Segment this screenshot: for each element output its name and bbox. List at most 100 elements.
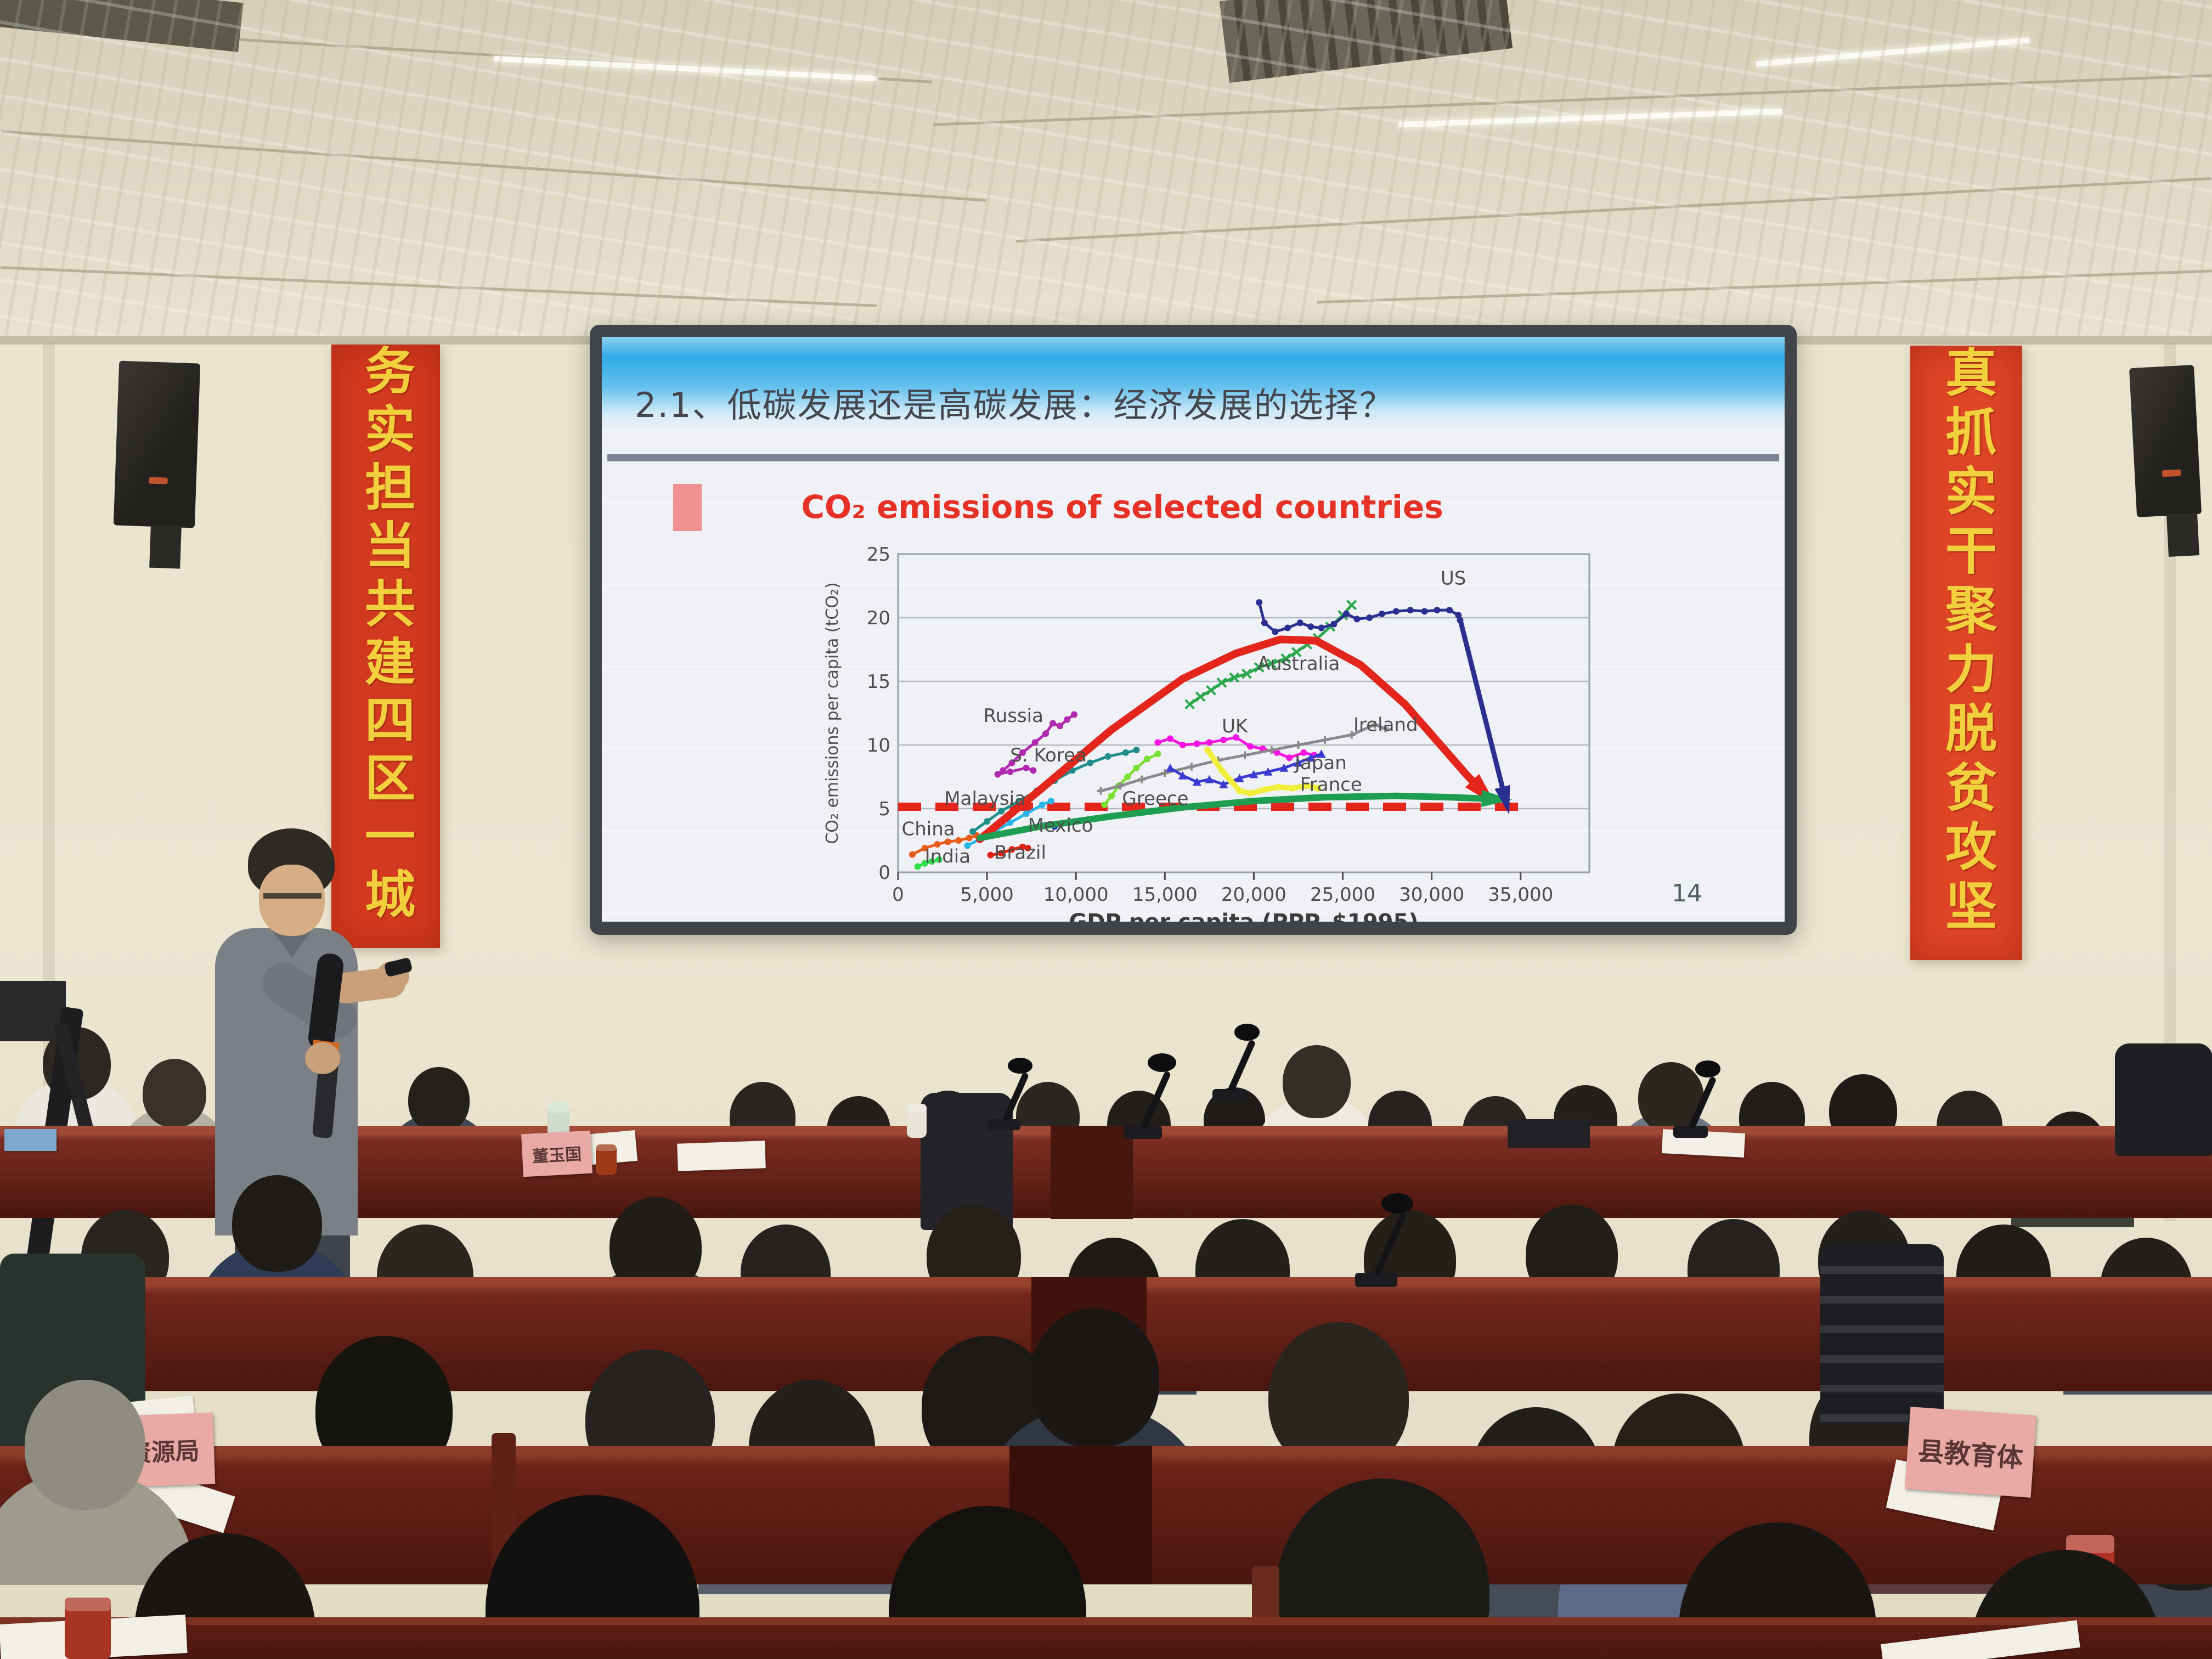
marker-dot [1108,792,1115,799]
marker-dot [1246,790,1254,797]
marker-dot [1023,810,1030,817]
marker-x [1280,653,1291,664]
marker-dot [1286,754,1293,761]
air-vent [0,0,244,52]
marker-dot [1154,751,1161,758]
projection-screen: 2.1、低碳发展还是高碳发展：经济发展的选择？ CO₂ emissions of… [590,325,1797,935]
x-axis-label: GDP per capita (PPP, $1995) [1069,910,1418,922]
marker-dot [969,828,977,835]
marker-triangle [1219,780,1228,788]
speaker-logo [149,477,168,484]
marker-dot [934,840,941,848]
banner-right: 真抓实干聚力脱贫攻坚 [1910,346,2022,960]
marker-dot [1330,620,1338,628]
y-tick-label: 20 [867,607,890,629]
chair-back [2115,1043,2212,1156]
marker-dot [1220,736,1227,743]
marker-dot [1030,767,1037,774]
x-tick-label: 5,000 [960,884,1013,906]
marker-dot [984,818,991,825]
marker-dot [1304,782,1311,789]
marker-dot [1024,844,1031,851]
marker-dot [1407,607,1414,614]
y-tick-label: 25 [867,544,890,566]
marker-dot [1042,730,1049,737]
marker-dot [1122,749,1129,756]
marker-dot [1167,735,1174,742]
ceiling [0,0,2212,351]
country-label: India [925,846,970,868]
mic-foam-head [1008,1057,1032,1074]
marker-dot [1307,623,1314,630]
speaker-bracket [149,524,182,569]
speaker-box-left [113,360,201,569]
presenter-face [259,865,325,936]
marker-dot [928,858,935,865]
marker-dot [1000,767,1007,774]
marker-dot [944,838,951,845]
mic-base [1355,1273,1397,1288]
country-label: Ireland [1353,714,1418,736]
marker-dot [1378,611,1385,618]
marker-dot [1133,747,1140,754]
audience-member [0,1380,194,1585]
audience-head [142,1059,206,1127]
marker-dot [1124,774,1131,780]
marker-dot [1261,619,1268,627]
chart-title: CO₂ emissions of selected countries [801,488,1443,526]
marker-dot [1047,798,1054,805]
audience-head [1029,1308,1159,1448]
y-tick-label: 5 [878,798,890,820]
mic-base [1673,1126,1708,1138]
slide-title: 2.1、低碳发展还是高碳发展：经济发展的选择？ [635,385,1395,425]
mic-base [1212,1089,1247,1101]
ceiling-grid-line [1317,269,2212,304]
paper-sheet [677,1141,766,1171]
marker-triangle [1235,774,1244,782]
ceiling-light [1399,108,1783,128]
slide: 2.1、低碳发展还是高碳发展：经济发展的选择？ CO₂ emissions of… [602,337,1785,922]
marker-triangle [1317,749,1326,758]
marker-dot [1206,739,1213,746]
y-tick-label: 15 [867,671,890,693]
marker-dot [1057,723,1064,730]
nameplate-card: 董玉国 [521,1130,592,1177]
audience-head [1282,1045,1351,1119]
marker-dot [955,837,962,844]
marker-x [1206,685,1217,696]
banner-right-text: 真抓实干聚力脱贫攻坚 [1937,346,1996,938]
country-label: Mexico [1028,815,1093,837]
marker-dot [1039,802,1046,809]
marker-x [1195,691,1206,702]
country-label: Malaysia [944,788,1026,810]
mic-foam-head [1148,1053,1176,1072]
country-label: Greece [1122,788,1189,810]
marker-dot [1204,747,1211,754]
marker-dot [1392,608,1400,615]
banner-left: 务实担当共建四区一城 [331,345,440,948]
marker-dot [1233,734,1239,741]
marker-dot [987,851,994,859]
audience-head [25,1380,145,1510]
marker-dot [1366,614,1373,621]
marker-dot [1179,742,1186,748]
ceiling-light [494,55,878,82]
marker-x [1254,662,1265,673]
banner-left-text: 务实担当共建四区一城 [356,345,415,926]
marker-dot [1246,743,1254,750]
marker-triangle [1166,763,1175,772]
marker-triangle [1263,767,1273,776]
marker-x [1184,699,1195,710]
marker-dot [1455,612,1462,619]
mic-foam-head [1234,1024,1260,1041]
slide-divider [607,454,1779,461]
red-development-arc [976,635,1487,843]
marker-dot [1019,843,1026,850]
marker-dot [998,808,1005,815]
marker-dot [1143,755,1150,763]
us-drop-arrow [1458,620,1508,803]
speaker-box-right [2129,365,2202,557]
marker-dot [1101,802,1108,809]
marker-dot [1236,787,1243,794]
